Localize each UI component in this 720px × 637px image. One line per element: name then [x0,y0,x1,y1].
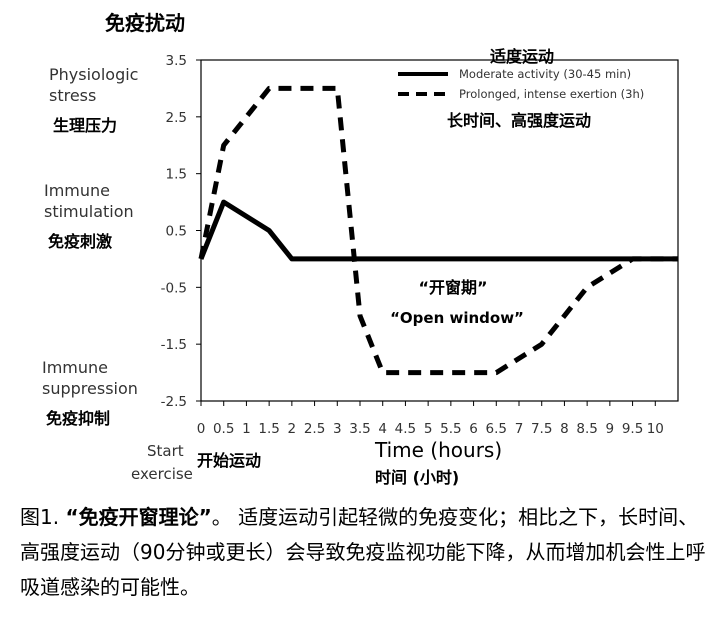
y-annotation-cn: 免疫刺激 [48,232,112,251]
y-annotation-en-line2: stimulation [44,202,134,221]
x-tick-label: 7 [515,421,524,437]
x-tick-label: 4 [378,421,387,437]
legend: 适度运动 Moderate activity (30-45 min) Prolo… [398,47,644,130]
x-tick-label: 8.5 [576,421,597,437]
y-annotation-en-line1: Immune [44,181,110,200]
x-tick-label: 9.5 [622,421,643,437]
x-axis-title: Time (hours) [374,438,502,462]
x-tick-label: 1.5 [258,421,279,437]
y-tick-label: -0.5 [161,280,187,296]
y-tick-label: -2.5 [161,394,187,410]
y-annotation-cn: 生理压力 [53,116,117,135]
caption-period: 。 [211,505,232,529]
y-annotation-en-line1: Physiologic [49,65,138,84]
x-tick-label: 6 [469,421,478,437]
caption-figure-label: 图1. [20,505,60,529]
immune-perturbation-chart: 免疫扰动 3.52.51.50.5-0.5-1.5-2.5 0 0.5 1 1.5 2 2… [42,11,679,487]
y-annotation-en-line2: suppression [42,379,138,398]
y-annotation-en-line2: stress [49,86,96,105]
x-tick-label: 6.5 [486,421,507,437]
x-start-label-line2: exercise [131,465,193,483]
open-window-en: “Open window” [390,309,524,327]
y-side-annotations: Physiologic stress 生理压力 Immune stimulation 免疫… [42,65,138,428]
x-tick-label: 5 [424,421,433,437]
legend-series-1-cn: 适度运动 [490,47,554,66]
x-start-label-line1: Start [147,442,184,460]
legend-series-1-label: Moderate activity (30-45 min) [459,67,631,81]
series-moderate-activity-line [198,199,678,262]
legend-series-2-cn: 长时间、高强度运动 [447,111,591,130]
x-tick-label: 7.5 [531,421,552,437]
x-tick-label: 0 [197,421,206,437]
chart-title: 免疫扰动 [105,11,185,35]
x-tick-label: 0.5 [213,421,234,437]
series-lines [198,85,678,376]
y-tick-label: 2.5 [166,110,187,126]
figure-caption: 图1. “免疫开窗理论”。 适度运动引起轻微的免疫变化；相比之下，长时间、高强度… [20,500,710,605]
legend-series-2-label: Prolonged, intense exertion (3h) [459,87,644,101]
series-intense-exertion-line [198,85,678,376]
open-window-cn: “开窗期” [418,278,487,297]
x-start-label-cn: 开始运动 [197,451,261,470]
y-tick-label: 0.5 [166,224,187,240]
y-annotation-en-line1: Immune [42,358,108,377]
x-tick-label: 9 [606,421,615,437]
x-tick-label: 10 [647,421,664,437]
x-tick-label: 2.5 [304,421,325,437]
x-axis-ticks: 0 0.5 1 1.5 2 2.5 3 3.5 4 4.5 5 5.5 6 6.5 7 7.5 8 8.5 9 9.5… [197,401,664,437]
plot-frame [200,59,679,402]
x-tick-label: 4.5 [395,421,416,437]
open-window-annotation: “开窗期” “Open window” [390,278,524,327]
y-axis-ticks: 3.5 2.5 1.5 0.5 -0.5 -1.5 -2.5 [161,53,201,410]
y-tick-label: 3.5 [166,53,187,69]
x-tick-label: 3.5 [349,421,370,437]
x-tick-label: 2 [288,421,297,437]
y-annotation-cn: 免疫抑制 [46,409,110,428]
x-tick-label: 3 [333,421,342,437]
caption-text: 适度运动引起轻微的免疫变化；相比之下，长时间、高强度运动（90分钟或更长）会导致… [20,505,706,599]
x-tick-label: 8 [560,421,569,437]
caption-title: “免疫开窗理论” [65,505,212,529]
x-axis-labels: Start exercise 开始运动 Time (hours) 时间 (小时) [131,438,502,487]
x-tick-label: 5.5 [440,421,461,437]
x-tick-label: 1 [242,421,251,437]
x-axis-title-cn: 时间 (小时) [375,468,459,487]
y-tick-label: -1.5 [161,337,187,353]
y-tick-label: 1.5 [166,167,187,183]
